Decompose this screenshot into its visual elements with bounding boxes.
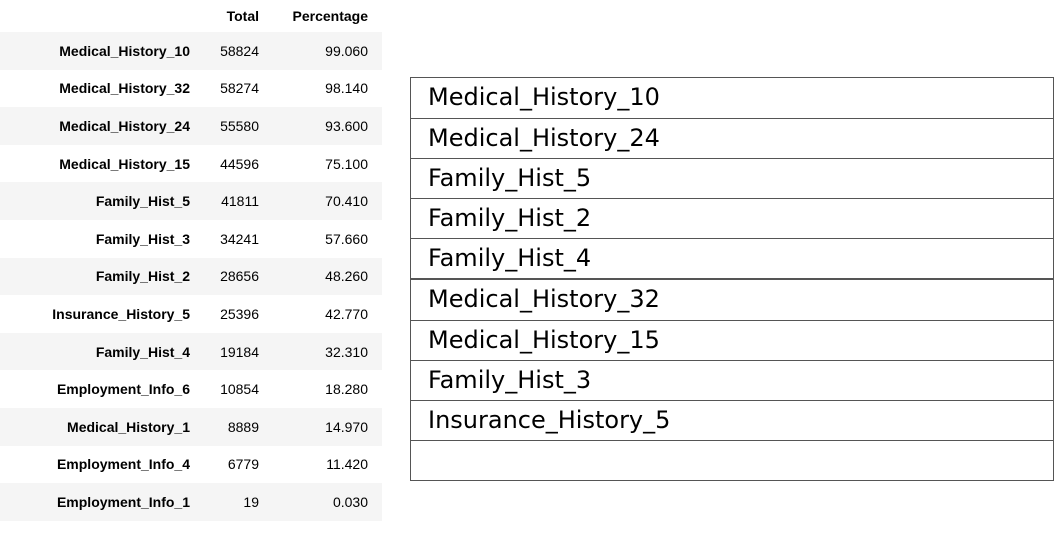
percentage-cell: 48.260 (325, 268, 368, 285)
row-index: Employment_Info_4 (56, 456, 190, 473)
row-index: Employment_Info_6 (56, 381, 190, 398)
total-cell: 8889 (227, 418, 259, 435)
total-cell: 28656 (220, 268, 259, 285)
table-row: Medical_History_10 58824 99.060 (0, 32, 382, 70)
table-row: Family_Hist_4 19184 32.310 (0, 332, 382, 371)
percentage-cell: 70.410 (325, 193, 368, 210)
total-cell: 10854 (220, 381, 259, 398)
table-header: Total Percentage (0, 0, 382, 32)
total-cell: 19 (243, 493, 259, 510)
table-row: Medical_History_24 55580 93.600 (0, 107, 382, 145)
total-cell: 6779 (227, 456, 259, 473)
percentage-cell: 14.970 (325, 418, 368, 435)
row-index: Medical_History_32 (59, 80, 190, 97)
list-item: Insurance_History_5 (411, 400, 1053, 440)
list-item: Family_Hist_2 (411, 198, 1053, 238)
feature-list-group-b: Medical_History_32 Medical_History_15 Fa… (410, 279, 1054, 481)
total-cell: 34241 (220, 230, 259, 247)
list-item-empty (411, 440, 1053, 480)
percentage-cell: 75.100 (325, 155, 368, 172)
table-row: Employment_Info_6 10854 18.280 (0, 370, 382, 408)
total-cell: 25396 (220, 305, 259, 322)
column-header-percentage: Percentage (292, 8, 368, 24)
percentage-cell: 93.600 (325, 117, 368, 134)
row-index: Family_Hist_5 (95, 193, 190, 210)
row-index: Medical_History_15 (59, 155, 190, 172)
column-header-total: Total (226, 8, 259, 24)
percentage-cell: 42.770 (325, 305, 368, 322)
percentage-cell: 98.140 (325, 80, 368, 97)
total-cell: 41811 (221, 193, 259, 210)
list-item: Medical_History_32 (428, 285, 660, 313)
percentage-cell: 0.030 (332, 493, 368, 510)
percentage-cell: 99.060 (325, 42, 368, 59)
list-item: Medical_History_10 (428, 83, 660, 111)
list-item: Family_Hist_3 (411, 360, 1053, 400)
table-row: Medical_History_15 44596 75.100 (0, 145, 382, 183)
total-cell: 44596 (220, 155, 259, 172)
percentage-cell: 32.310 (325, 343, 368, 360)
row-index: Insurance_History_5 (52, 305, 190, 322)
total-cell: 58824 (220, 42, 259, 59)
row-index: Family_Hist_2 (95, 268, 190, 285)
row-index: Family_Hist_3 (95, 230, 190, 247)
list-item: Family_Hist_4 (411, 238, 1053, 278)
table-row: Insurance_History_5 25396 42.770 (0, 295, 382, 333)
percentage-cell: 18.280 (325, 381, 368, 398)
list-item: Family_Hist_5 (411, 158, 1053, 198)
total-cell: 55580 (220, 117, 259, 134)
total-cell: 19184 (220, 343, 259, 360)
list-item: Medical_History_24 (411, 118, 1053, 158)
table-row: Medical_History_1 8889 14.970 (0, 407, 382, 446)
feature-list-group-a: Medical_History_10 Medical_History_24 Fa… (410, 77, 1054, 279)
percentage-cell: 57.660 (325, 230, 368, 247)
table-row: Employment_Info_4 6779 11.420 (0, 446, 382, 484)
row-index: Employment_Info_1 (56, 493, 190, 510)
total-cell: 58274 (220, 80, 259, 97)
table-row: Employment_Info_1 19 0.030 (0, 483, 382, 521)
table-row: Medical_History_32 58274 98.140 (0, 70, 382, 108)
table-row: Family_Hist_3 34241 57.660 (0, 220, 382, 258)
row-index: Medical_History_24 (59, 117, 190, 134)
list-item: Medical_History_15 (411, 320, 1053, 360)
missing-values-table: Total Percentage Medical_History_10 5882… (0, 0, 382, 521)
table-row: Family_Hist_2 28656 48.260 (0, 257, 382, 296)
row-index: Medical_History_10 (59, 42, 190, 59)
row-index: Medical_History_1 (67, 418, 190, 435)
percentage-cell: 11.420 (326, 456, 368, 473)
row-index: Family_Hist_4 (95, 343, 190, 360)
table-row: Family_Hist_5 41811 70.410 (0, 182, 382, 220)
